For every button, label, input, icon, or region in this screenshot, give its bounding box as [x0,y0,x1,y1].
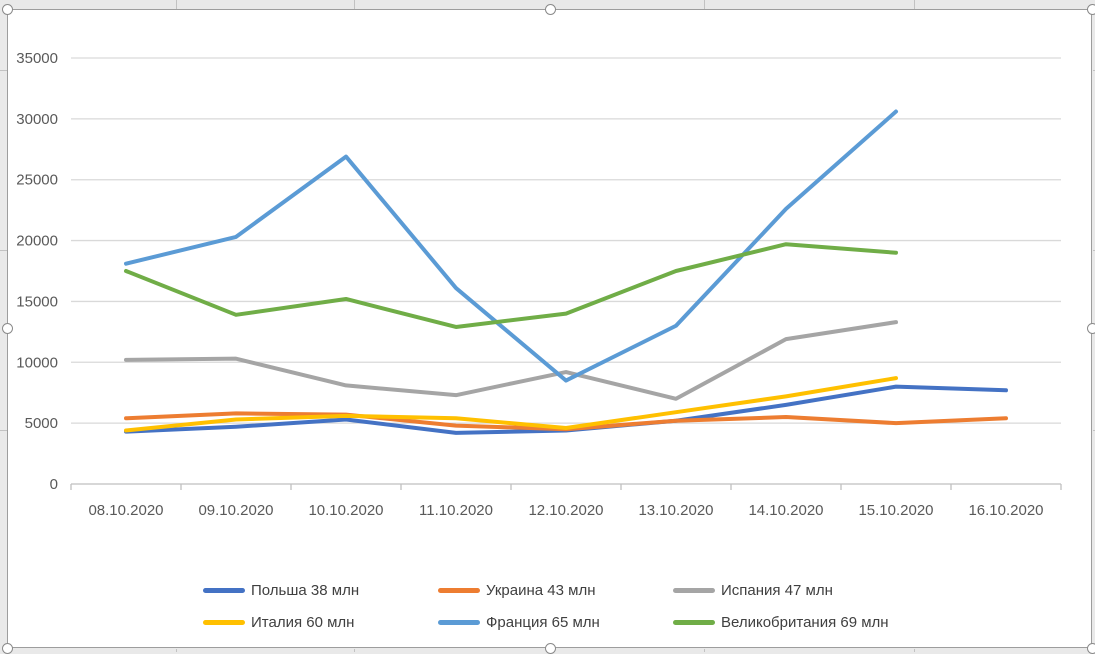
legend-item[interactable]: Испания 47 млн [673,582,833,599]
selection-handle-top-center[interactable] [545,4,556,15]
x-axis-tick-label[interactable]: 16.10.2020 [968,502,1043,519]
legend-marker-line [438,588,480,593]
y-axis-tick-label[interactable]: 25000 [16,172,58,189]
legend-marker-line [673,588,715,593]
x-axis-tick-label[interactable]: 09.10.2020 [198,502,273,519]
y-axis-tick-label[interactable]: 35000 [16,50,58,67]
selection-handle-mid-left[interactable] [2,323,13,334]
legend-marker-line [203,620,245,625]
legend-item[interactable]: Великобритания 69 млн [673,614,889,631]
spreadsheet-gridline [176,0,177,9]
chart-area[interactable]: 0 5000 10000 15000 20000 25000 30000 35000 08.10… [7,9,1092,648]
spreadsheet-gridline [354,0,355,9]
legend-label: Франция 65 млн [486,614,600,631]
legend-marker-line [203,588,245,593]
legend-item[interactable]: Италия 60 млн [203,614,354,631]
spreadsheet-gridline [0,430,7,431]
legend-label: Польша 38 млн [251,582,359,599]
x-axis-tick-label[interactable]: 12.10.2020 [528,502,603,519]
spreadsheet-gridline [0,70,7,71]
y-axis-tick-label[interactable]: 0 [50,476,58,493]
legend-item[interactable]: Польша 38 млн [203,582,359,599]
x-axis-tick-label[interactable]: 13.10.2020 [638,502,713,519]
y-axis-tick-label[interactable]: 15000 [16,293,58,310]
legend-marker-line [673,620,715,625]
spreadsheet-gridline [0,250,7,251]
series-line-1[interactable] [126,387,1006,433]
spreadsheet-gridline [704,0,705,9]
x-axis-tick-label[interactable]: 08.10.2020 [88,502,163,519]
legend-label: Великобритания 69 млн [721,614,889,631]
spreadsheet-gridline [914,0,915,9]
x-axis-tick-label[interactable]: 15.10.2020 [858,502,933,519]
selection-handle-mid-right[interactable] [1087,323,1095,334]
x-axis-tick-label[interactable]: 14.10.2020 [748,502,823,519]
selection-handle-top-right[interactable] [1087,4,1095,15]
legend-label: Италия 60 млн [251,614,354,631]
legend-marker-line [438,620,480,625]
y-axis-tick-label[interactable]: 30000 [16,111,58,128]
y-axis-tick-label[interactable]: 20000 [16,233,58,250]
series-line-6[interactable] [126,244,896,327]
y-axis-tick-label[interactable]: 10000 [16,354,58,371]
legend-label: Испания 47 млн [721,582,833,599]
legend-item[interactable]: Украина 43 млн [438,582,595,599]
x-axis-tick-label[interactable]: 11.10.2020 [419,502,493,519]
x-axis-tick-label[interactable]: 10.10.2020 [308,502,383,519]
y-axis-tick-label[interactable]: 5000 [25,415,58,432]
selection-handle-top-left[interactable] [2,4,13,15]
legend-item[interactable]: Франция 65 млн [438,614,600,631]
legend-label: Украина 43 млн [486,582,595,599]
line-chart: 0 5000 10000 15000 20000 25000 30000 35000 08.10… [8,10,1090,646]
